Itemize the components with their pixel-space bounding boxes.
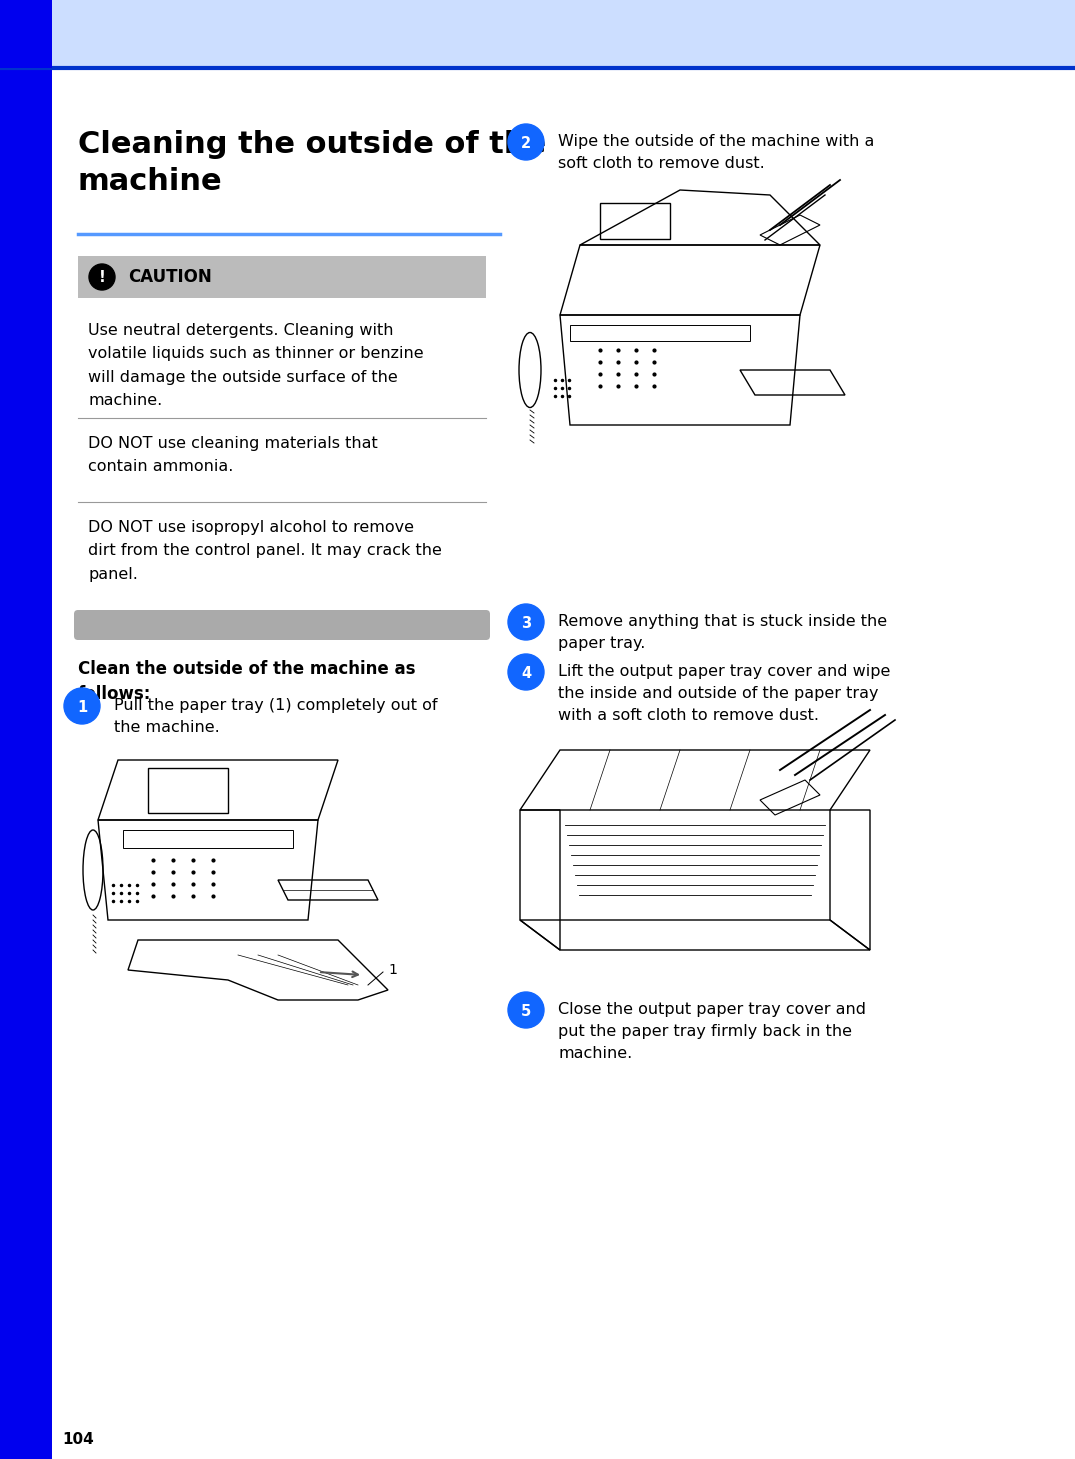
Bar [0, 69, 52, 1459]
Text: Clean the outside of the machine as
follows:: Clean the outside of the machine as foll… [78, 659, 416, 703]
Circle shape [508, 604, 544, 641]
Text: 5: 5 [521, 1004, 531, 1018]
Text: DO NOT use isopropyl alcohol to remove
dirt from the control panel. It may crack: DO NOT use isopropyl alcohol to remove d… [88, 519, 442, 582]
Text: CAUTION: CAUTION [128, 268, 212, 286]
Bar [0, 0, 52, 69]
Text: 4: 4 [521, 665, 531, 680]
Text: Remove anything that is stuck inside the
paper tray.: Remove anything that is stuck inside the… [558, 614, 887, 651]
Text: 3: 3 [521, 616, 531, 630]
Text: Wipe the outside of the machine with a
soft cloth to remove dust.: Wipe the outside of the machine with a s… [558, 134, 874, 171]
Text: DO NOT use cleaning materials that
contain ammonia.: DO NOT use cleaning materials that conta… [88, 436, 377, 474]
Circle shape [64, 689, 100, 724]
Circle shape [508, 992, 544, 1029]
Text: Cleaning the outside of the
machine: Cleaning the outside of the machine [78, 130, 546, 196]
Text: 104: 104 [62, 1431, 94, 1447]
Text: Pull the paper tray (1) completely out of
the machine.: Pull the paper tray (1) completely out o… [114, 697, 438, 735]
FancyBboxPatch shape [74, 610, 490, 641]
Text: !: ! [99, 270, 105, 286]
Text: 1: 1 [77, 699, 87, 715]
Bar [570, 325, 750, 341]
Bar [78, 255, 486, 298]
Bar [600, 203, 670, 239]
Circle shape [508, 654, 544, 690]
Text: Lift the output paper tray cover and wipe
the inside and outside of the paper tr: Lift the output paper tray cover and wip… [558, 664, 890, 724]
Bar [0, 0, 1075, 69]
Bar [148, 767, 228, 813]
Text: Close the output paper tray cover and
put the paper tray firmly back in the
mach: Close the output paper tray cover and pu… [558, 1002, 866, 1061]
Text: Use neutral detergents. Cleaning with
volatile liquids such as thinner or benzin: Use neutral detergents. Cleaning with vo… [88, 322, 424, 409]
Text: 2: 2 [521, 136, 531, 150]
Circle shape [508, 124, 544, 160]
Text: 1: 1 [388, 963, 397, 978]
Bar [123, 830, 293, 848]
Circle shape [89, 264, 115, 290]
